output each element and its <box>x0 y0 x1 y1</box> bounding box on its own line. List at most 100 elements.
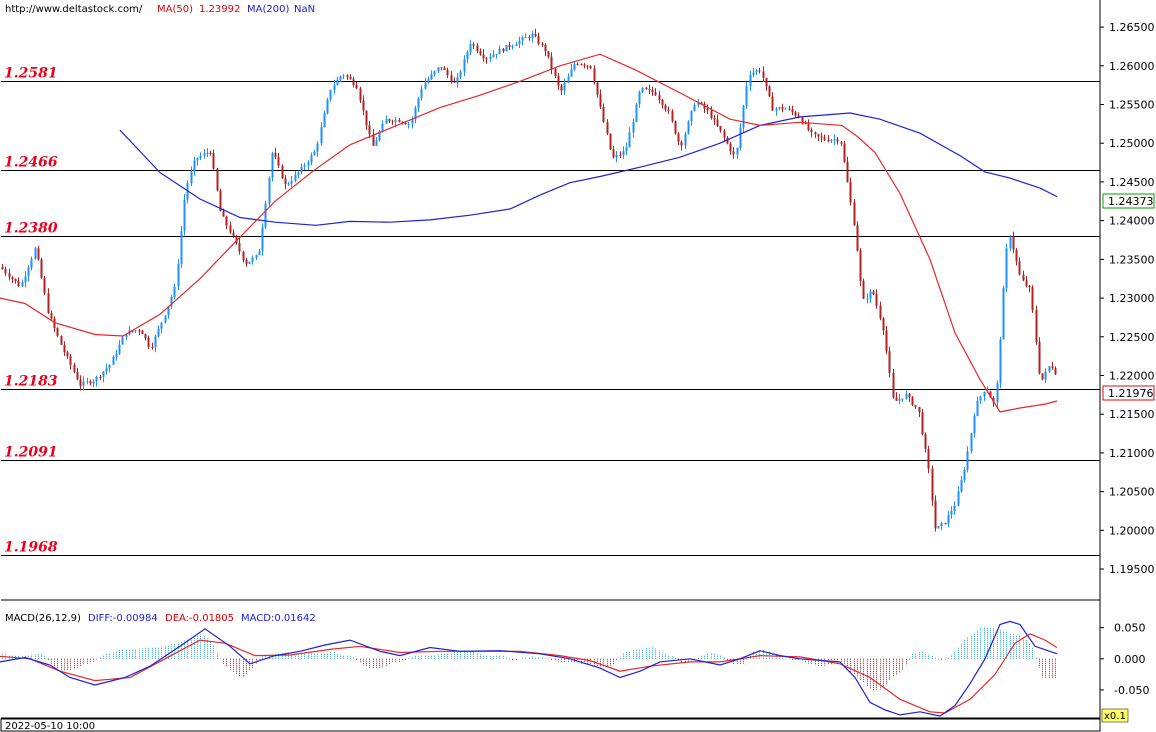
candle-body <box>287 183 290 185</box>
candle-body <box>365 110 368 126</box>
candle-body <box>378 131 381 141</box>
site-url[interactable]: http://www.deltastock.com/ <box>5 4 143 15</box>
candle-body <box>960 479 963 492</box>
candle-body <box>466 52 469 60</box>
candle-body <box>641 87 644 92</box>
time-footer: 2022-05-10 10:00 x0.1 <box>0 708 1129 732</box>
candle-body <box>680 141 683 146</box>
candle-body <box>99 376 102 378</box>
candle-body <box>238 242 241 252</box>
candle-body <box>823 137 826 140</box>
candle-body <box>404 122 407 125</box>
candle-body <box>567 76 570 83</box>
candle-body <box>820 136 823 138</box>
candle-body <box>732 151 735 155</box>
candle-body <box>615 154 618 158</box>
candle-body <box>339 76 342 80</box>
candle-body <box>414 107 417 120</box>
candle-body <box>940 522 943 527</box>
macd-dea-value: DEA:-0.01805 <box>165 613 234 624</box>
candle-body <box>840 141 843 144</box>
candle-body <box>56 328 59 336</box>
candle-body <box>589 65 592 69</box>
candle-body <box>40 259 43 278</box>
candle-body <box>183 199 186 231</box>
candle-body <box>667 109 670 112</box>
candle-body <box>1022 274 1025 281</box>
candle-body <box>307 162 310 166</box>
candle-body <box>580 64 583 66</box>
macd-diff-line <box>0 620 1058 717</box>
current-price-value: 1.21976 <box>1108 387 1154 400</box>
candle-body <box>105 368 108 372</box>
candle-body <box>914 405 917 408</box>
chart-header: http://www.deltastock.com/ MA(50) 1.2399… <box>5 4 315 15</box>
candle-body <box>693 104 696 111</box>
candle-body <box>856 225 859 251</box>
candle-body <box>235 235 238 243</box>
candle-body <box>326 99 329 114</box>
candle-body <box>531 33 534 39</box>
candle-body <box>628 132 631 148</box>
candle-body <box>219 190 222 212</box>
candle-body <box>625 147 628 152</box>
candle-body <box>349 76 352 80</box>
candle-body <box>684 133 687 146</box>
candle-body <box>95 376 98 382</box>
candle-body <box>638 91 641 105</box>
ma50-line <box>0 53 1058 413</box>
candle-body <box>8 273 11 278</box>
candle-body <box>596 82 599 95</box>
candle-body <box>121 337 124 345</box>
level-label: 1.2091 <box>4 445 58 461</box>
candle-body <box>957 491 960 506</box>
candle-body <box>524 37 527 39</box>
price-tick-label: 1.20000 <box>1109 524 1155 537</box>
candle-body <box>76 371 79 380</box>
candle-body <box>180 230 183 265</box>
candle-body <box>229 225 232 233</box>
candle-body <box>862 280 865 299</box>
candle-body <box>147 338 150 347</box>
candle-body <box>485 58 488 60</box>
candle-body <box>1054 368 1057 375</box>
candle-body <box>264 203 267 228</box>
candle-body <box>612 149 615 158</box>
ma200-value: NaN <box>294 4 315 15</box>
candle-body <box>830 140 833 142</box>
candle-body <box>921 412 924 435</box>
macd-histogram <box>2 626 1056 691</box>
candle-body <box>745 85 748 106</box>
candle-body <box>368 125 371 135</box>
scale-badge[interactable] <box>1101 708 1129 723</box>
candle-body <box>801 117 804 124</box>
candle-body <box>1009 236 1012 249</box>
candle-body <box>648 89 651 91</box>
candle-body <box>50 312 53 319</box>
candle-body <box>554 68 557 77</box>
candle-body <box>898 398 901 401</box>
candle-body <box>573 64 576 70</box>
candle-body <box>258 251 261 256</box>
candle-body <box>86 381 89 383</box>
candle-body <box>375 140 378 146</box>
macd-dea-line <box>0 633 1058 714</box>
candle-body <box>24 276 27 283</box>
candle-body <box>833 139 836 141</box>
candle-body <box>895 397 898 401</box>
candle-body <box>697 102 700 105</box>
candle-body <box>151 346 154 348</box>
candle-body <box>21 282 24 286</box>
candle-body <box>976 400 979 416</box>
candle-body <box>505 45 508 52</box>
candle-body <box>983 391 986 397</box>
candle-body <box>843 143 846 162</box>
candle-body <box>388 119 391 122</box>
candle-body <box>586 65 589 67</box>
candle-body <box>560 85 563 91</box>
macd-header: MACD(26,12,9) DIFF:-0.00984 DEA:-0.01805… <box>5 613 316 624</box>
candle-body <box>797 115 800 118</box>
candle-body <box>27 267 30 277</box>
candle-body <box>550 56 553 69</box>
